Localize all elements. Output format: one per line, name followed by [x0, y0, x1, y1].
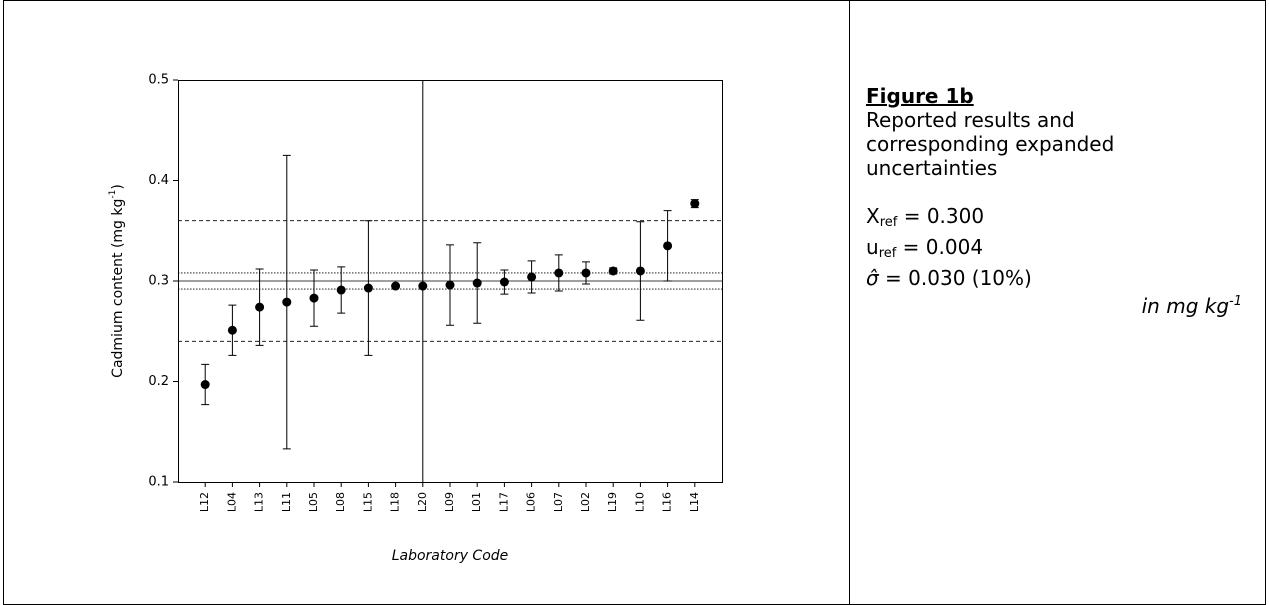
y-axis-title-text: Cadmium content (mg kg [110, 199, 126, 378]
data-point [282, 297, 292, 307]
y-tick-label: 0.5 [148, 73, 169, 88]
y-axis-title-sup: -1 [108, 190, 118, 199]
parameter-symbol: σ̂ [866, 266, 879, 290]
parameter-symbol: u [866, 235, 879, 259]
x-tick-label: L07 [552, 492, 565, 512]
data-point [418, 281, 428, 291]
x-tick-label: L12 [198, 492, 211, 512]
y-axis-title: Cadmium content (mg kg-1) [108, 184, 127, 378]
x-tick-label: L08 [334, 492, 347, 512]
data-point [663, 241, 673, 251]
y-tick-label: 0.4 [148, 173, 169, 188]
data-layer [200, 80, 700, 482]
y-tick-label: 0.3 [148, 274, 169, 289]
caption: Reported results and corresponding expand… [866, 108, 1242, 180]
x-tick-label: L05 [307, 492, 320, 512]
y-axis-title-end: ) [110, 184, 126, 189]
x-tick-label: L13 [253, 492, 266, 512]
x-tick-label: L14 [688, 492, 701, 512]
data-point [635, 266, 645, 276]
x-tick-label: L06 [525, 492, 538, 512]
x-axis-title: Laboratory Code [392, 548, 509, 564]
x-tick-label: L10 [633, 492, 646, 512]
data-point [363, 283, 373, 293]
data-point [445, 280, 455, 290]
data-point [690, 199, 700, 209]
data-point [255, 302, 265, 312]
x-tick-label: L01 [470, 492, 483, 512]
parameter: uref = 0.004 [866, 235, 1242, 266]
data-point [608, 266, 618, 276]
data-point [499, 277, 509, 287]
units-text: in mg kg [1141, 294, 1230, 318]
x-tick-label: L02 [579, 492, 592, 512]
x-tick-label: L16 [661, 492, 674, 512]
x-tick-label: L20 [416, 492, 429, 512]
x-tick-label: L15 [361, 492, 374, 512]
units: in mg kg-1 [866, 290, 1242, 318]
y-tick-label: 0.2 [148, 374, 169, 389]
parameter-sub: ref [879, 215, 898, 230]
caption-line: uncertainties [866, 156, 998, 180]
parameter-text: = 0.004 [896, 235, 984, 259]
data-point [227, 325, 237, 335]
units-sup: -1 [1229, 294, 1242, 309]
data-point [581, 268, 591, 278]
x-tick-label: L09 [443, 492, 456, 512]
figure-label: Figure 1b [866, 84, 974, 108]
x-tick-label: L18 [389, 492, 402, 512]
caption-panel: Figure 1b Reported results and correspond… [866, 84, 1242, 318]
x-tick-label: L04 [225, 492, 238, 512]
data-point [309, 293, 319, 303]
parameter: σ̂ = 0.030 (10%) [866, 266, 1242, 290]
x-tick-label: L11 [280, 492, 293, 512]
parameter-text: = 0.030 (10%) [878, 266, 1032, 290]
data-point [554, 268, 564, 278]
caption-line: Reported results and [866, 108, 1075, 132]
x-tick-label: L17 [497, 492, 510, 512]
data-point [336, 285, 346, 295]
data-point [527, 272, 537, 282]
parameter-sub: ref [878, 246, 897, 261]
parameter-text: = 0.300 [897, 204, 985, 228]
data-point [472, 278, 482, 288]
y-tick-label: 0.1 [148, 475, 169, 490]
parameter: Xref = 0.300 [866, 204, 1242, 235]
data-point [391, 281, 401, 291]
x-tick-label: L19 [606, 492, 619, 512]
caption-line: corresponding expanded [866, 132, 1115, 156]
data-point [200, 380, 210, 390]
parameters: Xref = 0.300 uref = 0.004 σ̂ = 0.030 (10%) [866, 204, 1242, 290]
parameter-symbol: X [866, 204, 880, 228]
